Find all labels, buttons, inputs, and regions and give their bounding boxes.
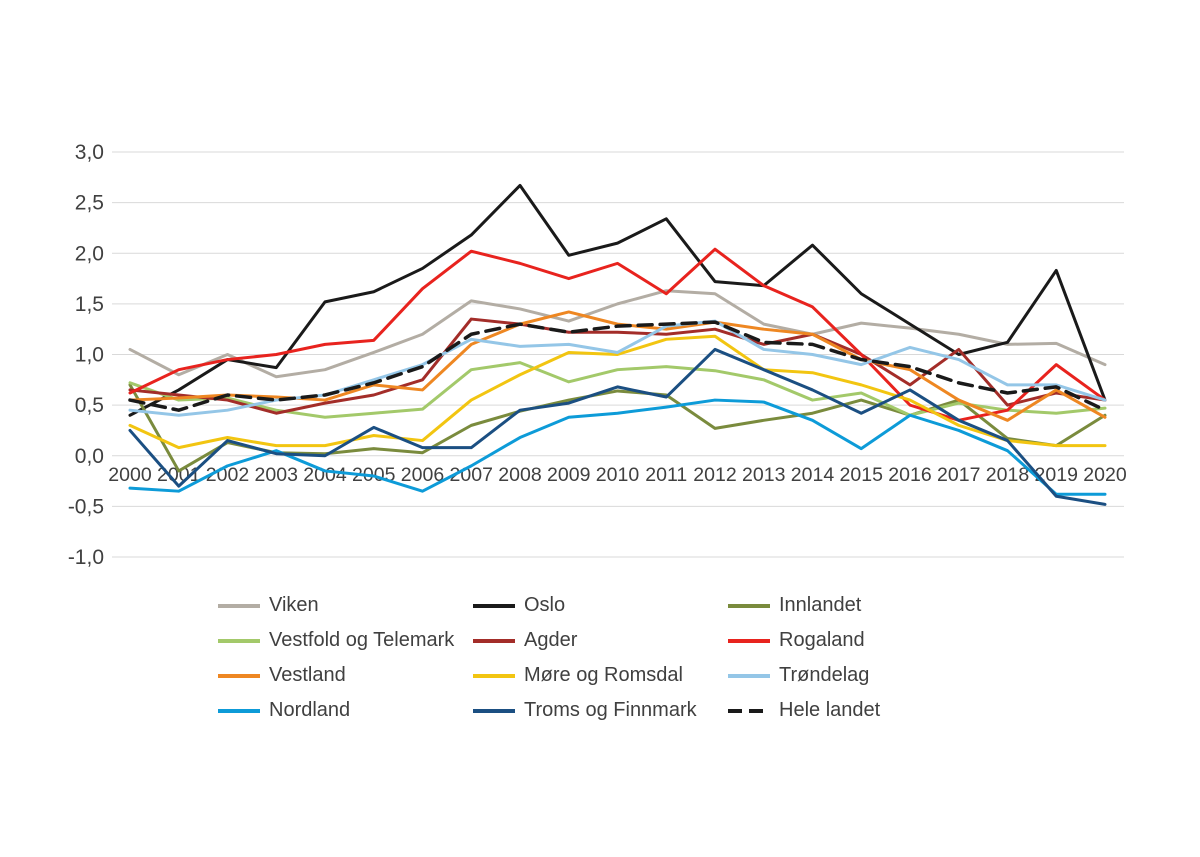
legend-item-vestland: Vestland [218, 664, 473, 687]
legend-label-troms-og-finnmark: Troms og Finnmark [524, 699, 697, 721]
line-chart: 3,0 2,5 2,0 1,5 1,0 0,5 0,0 -0,5 -1,0 2000 2001 200… [68, 141, 1127, 569]
legend-swatch-nordland [218, 708, 260, 713]
legend-label-agder: Agder [524, 629, 578, 651]
x-axis-tick-label: 2006 [401, 464, 444, 486]
series-line-vestfold-og-telemark [128, 361, 1107, 419]
legend-item-nordland: Nordland [218, 699, 473, 722]
y-axis-tick-label: -1,0 [68, 546, 104, 569]
y-axis-tick-label: 1,5 [75, 293, 104, 316]
x-axis-tick-label: 2011 [645, 464, 687, 486]
legend-item-hele-landet: Hele landet [728, 699, 983, 722]
x-axis-tick-label: 2007 [450, 464, 493, 486]
series-line-viken [128, 289, 1107, 379]
x-axis-tick-label: 2009 [547, 464, 590, 486]
legend-item-vestfold-og-telemark: Vestfold og Telemark [218, 629, 473, 652]
y-axis-tick-label: 2,0 [75, 242, 104, 265]
legend-swatch-vestland [218, 673, 260, 678]
legend-swatch-agder [473, 638, 515, 643]
x-axis-tick-label: 2019 [1035, 464, 1078, 486]
y-axis-tick-label: -0,5 [68, 495, 104, 518]
legend-label-vestland: Vestland [269, 664, 346, 686]
x-axis-tick-label: 2003 [255, 464, 298, 486]
legend-item-agder: Agder [473, 629, 728, 652]
legend-label-viken: Viken [269, 594, 319, 616]
x-axis-tick-label: 2010 [596, 464, 640, 486]
x-axis-tick-label: 2015 [840, 464, 884, 486]
legend-swatch-more-og-romsdal [473, 673, 515, 678]
legend-item-more-og-romsdal: Møre og Romsdal [473, 664, 728, 687]
legend-label-more-og-romsdal: Møre og Romsdal [524, 664, 683, 686]
x-axis-tick-label: 2000 [108, 464, 152, 486]
x-axis-tick-label: 2001 [157, 464, 200, 486]
legend-swatch-innlandet [728, 603, 770, 608]
x-axis-tick-label: 2004 [303, 464, 347, 486]
x-axis-tick-label: 2017 [937, 464, 980, 486]
x-axis-tick-label: 2013 [742, 464, 785, 486]
series-line-m-re-og-romsdal [128, 334, 1107, 450]
legend-label-oslo: Oslo [524, 594, 566, 616]
x-axis-tick-label: 2008 [498, 464, 541, 486]
x-axis-tick-label: 2016 [888, 464, 931, 486]
legend-swatch-vestfold-og-telemark [218, 638, 260, 643]
legend-item-rogaland: Rogaland [728, 629, 983, 652]
legend-swatch-viken [218, 603, 260, 608]
x-axis-tick-label: 2020 [1083, 464, 1127, 486]
series-line-nordland [128, 398, 1107, 496]
legend-swatch-oslo [473, 603, 515, 608]
legend-swatch-trondelag [728, 673, 770, 678]
legend-label-rogaland: Rogaland [779, 629, 865, 651]
x-axis-tick-label: 2002 [206, 464, 249, 486]
legend-label-nordland: Nordland [269, 699, 351, 721]
x-axis-tick-label: 2014 [791, 464, 835, 486]
series-line-hele-landet [128, 320, 1107, 412]
legend-item-innlandet: Innlandet [728, 594, 983, 617]
legend-label-vestfold-og-telemark: Vestfold og Telemark [269, 629, 455, 651]
series-line-oslo [128, 183, 1107, 417]
legend-swatch-troms-og-finnmark [473, 708, 515, 713]
legend-label-hele-landet: Hele landet [779, 699, 881, 721]
y-axis-tick-label: 1,0 [75, 344, 104, 367]
chart-legend: Viken Oslo Innlandet Vestfold og Telemar… [218, 588, 983, 728]
series-line-troms-og-finnmark [128, 347, 1107, 506]
legend-item-troms-og-finnmark: Troms og Finnmark [473, 699, 728, 722]
x-axis-tick-label: 2018 [986, 464, 1029, 486]
x-axis-tick-label: 2012 [693, 464, 736, 486]
legend-label-innlandet: Innlandet [779, 594, 862, 616]
legend-swatch-hele-landet [728, 708, 770, 713]
legend-item-oslo: Oslo [473, 594, 728, 617]
y-axis-tick-label: 3,0 [75, 141, 104, 164]
y-axis-tick-label: 2,5 [75, 192, 104, 215]
y-axis-tick-label: 0,0 [75, 445, 104, 468]
legend-item-trondelag: Trøndelag [728, 664, 983, 687]
legend-label-trondelag: Trøndelag [779, 664, 870, 686]
y-axis-tick-label: 0,5 [75, 394, 104, 417]
legend-item-viken: Viken [218, 594, 473, 617]
legend-swatch-rogaland [728, 638, 770, 643]
series-line-agder [128, 317, 1107, 415]
